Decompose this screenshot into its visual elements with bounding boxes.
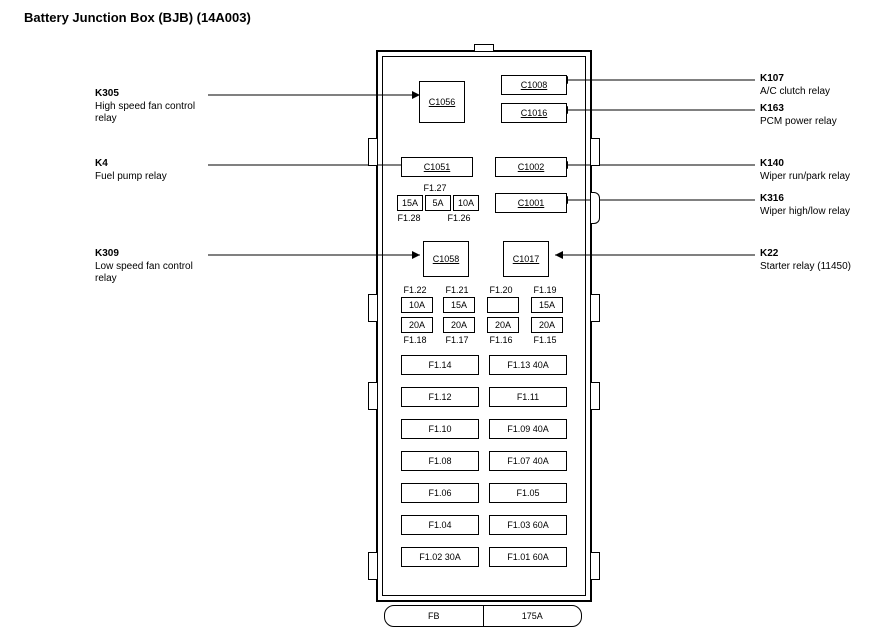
fuse-5a: 5A bbox=[425, 195, 451, 211]
relay-c1056: C1056 bbox=[419, 81, 465, 123]
fuse-f109: F1.09 40A bbox=[489, 419, 567, 439]
callout-k140: K140Wiper run/park relay bbox=[760, 158, 850, 183]
fuse-f104: F1.04 bbox=[401, 515, 479, 535]
label-f122: F1.22 bbox=[401, 285, 429, 295]
fuse-f103: F1.03 60A bbox=[489, 515, 567, 535]
nozzle-left bbox=[368, 552, 377, 580]
callout-k22: K22Starter relay (11450) bbox=[760, 248, 851, 273]
fuse: 20A bbox=[531, 317, 563, 333]
label-f116: F1.16 bbox=[487, 335, 515, 345]
page: Battery Junction Box (BJB) (14A003) K305… bbox=[0, 0, 880, 641]
fuse-f101: F1.01 60A bbox=[489, 547, 567, 567]
bottom-left: FB bbox=[385, 606, 483, 626]
fuse-f112: F1.12 bbox=[401, 387, 479, 407]
fuse bbox=[487, 297, 519, 313]
fuse-f111: F1.11 bbox=[489, 387, 567, 407]
label-f115: F1.15 bbox=[531, 335, 559, 345]
relay-c1001: C1001 bbox=[495, 193, 567, 213]
callout-k309: K309Low speed fan control relay bbox=[95, 248, 215, 286]
fuse-f114: F1.14 bbox=[401, 355, 479, 375]
fuse-f105: F1.05 bbox=[489, 483, 567, 503]
bottom-right: 175A bbox=[484, 606, 582, 626]
fuse: 15A bbox=[443, 297, 475, 313]
fuse-f106: F1.06 bbox=[401, 483, 479, 503]
nozzle-left bbox=[368, 382, 377, 410]
label-f121: F1.21 bbox=[443, 285, 471, 295]
label-f117: F1.17 bbox=[443, 335, 471, 345]
bjb-inner: C1056 C1008 C1016 C1051 C1002 F1.27 15A … bbox=[382, 56, 586, 596]
nozzle-left bbox=[368, 138, 377, 166]
fuse: 20A bbox=[401, 317, 433, 333]
relay-c1002: C1002 bbox=[495, 157, 567, 177]
relay-c1016: C1016 bbox=[501, 103, 567, 123]
fuse: 20A bbox=[443, 317, 475, 333]
page-title: Battery Junction Box (BJB) (14A003) bbox=[24, 10, 251, 25]
nozzle-right bbox=[591, 138, 600, 166]
label-f118: F1.18 bbox=[401, 335, 429, 345]
relay-c1051: C1051 bbox=[401, 157, 473, 177]
fuse-f110: F1.10 bbox=[401, 419, 479, 439]
callout-k107: K107A/C clutch relay bbox=[760, 73, 830, 98]
fuse-f113: F1.13 40A bbox=[489, 355, 567, 375]
fuse: 10A bbox=[401, 297, 433, 313]
bottom-slot: FB 175A bbox=[384, 605, 582, 627]
fuse-f107: F1.07 40A bbox=[489, 451, 567, 471]
callout-k163: K163PCM power relay bbox=[760, 103, 837, 128]
nozzle-right bbox=[591, 192, 600, 224]
label-f120: F1.20 bbox=[487, 285, 515, 295]
label-f119: F1.19 bbox=[531, 285, 559, 295]
bjb-box: C1056 C1008 C1016 C1051 C1002 F1.27 15A … bbox=[376, 50, 592, 602]
nozzle-right bbox=[591, 294, 600, 322]
relay-c1008: C1008 bbox=[501, 75, 567, 95]
label-f128: F1.28 bbox=[395, 213, 423, 223]
callout-k316: K316Wiper high/low relay bbox=[760, 193, 850, 218]
callout-k305: K305High speed fan control relay bbox=[95, 88, 205, 126]
callout-k4: K4Fuel pump relay bbox=[95, 158, 205, 183]
nozzle-left bbox=[368, 294, 377, 322]
fuse-15a: 15A bbox=[397, 195, 423, 211]
relay-c1058: C1058 bbox=[423, 241, 469, 277]
relay-c1017: C1017 bbox=[503, 241, 549, 277]
fuse-10a: 10A bbox=[453, 195, 479, 211]
label-f126: F1.26 bbox=[445, 213, 473, 223]
fuse: 20A bbox=[487, 317, 519, 333]
nozzle-right bbox=[591, 382, 600, 410]
nozzle-right bbox=[591, 552, 600, 580]
label-f127: F1.27 bbox=[421, 183, 449, 193]
fuse-f102: F1.02 30A bbox=[401, 547, 479, 567]
top-tab bbox=[474, 44, 494, 52]
fuse-f108: F1.08 bbox=[401, 451, 479, 471]
fuse: 15A bbox=[531, 297, 563, 313]
